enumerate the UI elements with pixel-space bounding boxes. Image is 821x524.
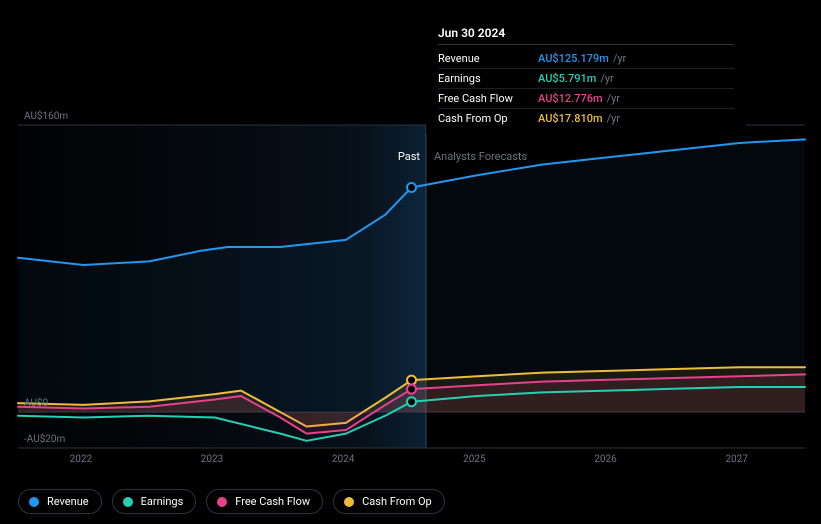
legend-swatch xyxy=(123,497,133,507)
legend-swatch xyxy=(29,497,39,507)
legend-swatch xyxy=(344,497,354,507)
tooltip-title: Jun 30 2024 xyxy=(438,26,734,45)
x-axis-label: 2022 xyxy=(70,454,92,465)
forecast-label: Analysts Forecasts xyxy=(434,150,527,163)
legend-label: Free Cash Flow xyxy=(235,495,310,508)
x-axis-label: 2027 xyxy=(725,454,747,465)
legend-item-free_cash_flow[interactable]: Free Cash Flow xyxy=(206,489,323,514)
tooltip-row-free_cash_flow: Free Cash FlowAU$12.776m/yr xyxy=(438,89,734,109)
tooltip-value: AU$5.791m xyxy=(538,72,596,85)
tooltip-label: Revenue xyxy=(438,52,538,65)
legend-item-cash_from_op[interactable]: Cash From Op xyxy=(333,489,445,514)
legend: Revenue Earnings Free Cash Flow Cash From O… xyxy=(18,489,445,514)
legend-swatch xyxy=(217,497,227,507)
tooltip-value: AU$17.810m xyxy=(538,112,603,125)
tooltip-unit: /yr xyxy=(607,112,620,125)
y-axis-label: -AU$20m xyxy=(24,434,65,445)
y-axis-label: AU$160m xyxy=(24,111,68,122)
tooltip-value: AU$12.776m xyxy=(538,92,603,105)
legend-label: Earnings xyxy=(141,495,184,508)
tooltip-label: Earnings xyxy=(438,72,538,85)
x-axis-label: 2023 xyxy=(201,454,223,465)
y-axis-label: AU$0 xyxy=(24,398,48,409)
tooltip-unit: /yr xyxy=(607,92,620,105)
x-axis-label: 2026 xyxy=(594,454,616,465)
tooltip-unit: /yr xyxy=(613,52,626,65)
tooltip-row-earnings: EarningsAU$5.791m/yr xyxy=(438,69,734,89)
legend-item-earnings[interactable]: Earnings xyxy=(112,489,197,514)
legend-label: Revenue xyxy=(47,495,89,508)
legend-label: Cash From Op xyxy=(362,495,432,508)
tooltip-label: Cash From Op xyxy=(438,112,538,125)
x-axis-label: 2024 xyxy=(332,454,354,465)
tooltip-value: AU$125.179m xyxy=(538,52,609,65)
tooltip-row-cash_from_op: Cash From OpAU$17.810m/yr xyxy=(438,109,734,128)
tooltip-label: Free Cash Flow xyxy=(438,92,538,105)
tooltip-unit: /yr xyxy=(600,72,613,85)
past-label: Past xyxy=(398,150,420,163)
x-axis-label: 2025 xyxy=(463,454,485,465)
tooltip: Jun 30 2024 RevenueAU$125.179m/yrEarning… xyxy=(426,18,746,136)
legend-item-revenue[interactable]: Revenue xyxy=(18,489,102,514)
tooltip-row-revenue: RevenueAU$125.179m/yr xyxy=(438,49,734,69)
